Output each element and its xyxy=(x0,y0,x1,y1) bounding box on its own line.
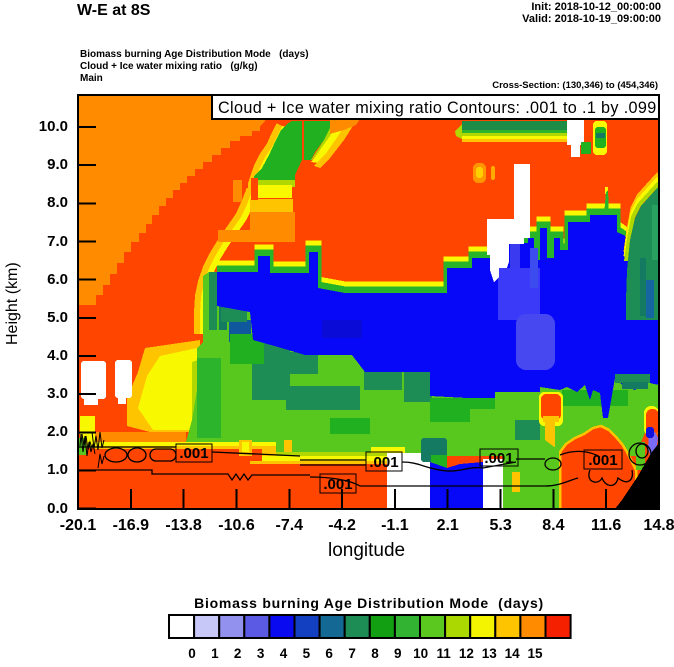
svg-text:.001: .001 xyxy=(588,452,617,469)
svg-text:.001: .001 xyxy=(323,476,352,493)
svg-text:Cloud + Ice water mixing ratio: Cloud + Ice water mixing ratio Contours:… xyxy=(218,99,657,117)
svg-text:.001: .001 xyxy=(484,450,513,467)
svg-text:.001: .001 xyxy=(179,445,208,462)
svg-text:.001: .001 xyxy=(369,454,398,471)
